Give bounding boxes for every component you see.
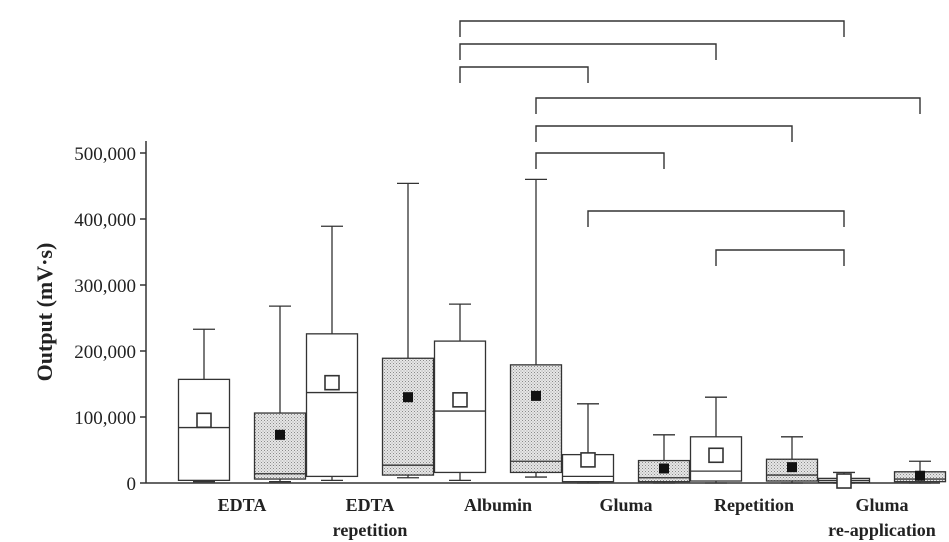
category-label: Gluma (599, 495, 652, 515)
y-tick-label: 500,000 (74, 144, 136, 165)
category-label: Gluma (855, 495, 908, 515)
box-iqr (177, 378, 231, 482)
significance-bracket (459, 66, 589, 83)
box-iqr (381, 357, 435, 476)
mean-marker-filled (531, 390, 541, 401)
y-tick-label: 400,000 (74, 210, 136, 231)
mean-marker-open (452, 392, 468, 408)
box-1-1 (381, 182, 435, 479)
mean-marker-filled (403, 392, 413, 403)
mean-marker-open (196, 412, 212, 429)
y-tick-label: 300,000 (74, 276, 136, 297)
mean-marker-filled (915, 470, 925, 481)
significance-bracket (535, 125, 793, 142)
box-iqr (509, 364, 563, 474)
y-tick-label: 0 (127, 474, 137, 495)
box-iqr (253, 412, 307, 480)
mean-marker-open (324, 374, 340, 391)
significance-bracket (715, 249, 845, 266)
box-5-1 (893, 460, 947, 484)
category-labels: EDTA EDTA repetition Albumin Gluma Repetition… (218, 495, 936, 540)
significance-bracket (459, 20, 845, 37)
mean-marker-filled (275, 429, 285, 440)
mean-marker-open (580, 452, 596, 468)
category-label: EDTA (218, 495, 267, 515)
box-2-0 (433, 303, 487, 482)
box-1-0 (305, 225, 359, 482)
y-tick-label: 100,000 (74, 408, 136, 429)
box-4-1 (765, 436, 819, 484)
box-5-0 (817, 471, 871, 489)
category-label: EDTA (346, 495, 395, 515)
y-tick-label: 200,000 (74, 342, 136, 363)
significance-brackets (459, 20, 921, 266)
significance-bracket (535, 97, 921, 114)
box-0-0 (177, 328, 231, 483)
mean-marker-filled (787, 462, 797, 473)
category-label: re-application (828, 520, 936, 540)
mean-marker-open (708, 447, 724, 464)
category-label: Albumin (464, 495, 532, 515)
significance-bracket (587, 210, 845, 227)
axes: 0 100,000 200,000 300,000 400,000 500,000 (74, 141, 940, 495)
box-4-0 (689, 396, 743, 484)
mean-marker-open (836, 473, 852, 489)
boxes (177, 178, 947, 489)
y-axis-title: Output (mV·s) (32, 243, 57, 382)
box-3-0 (561, 403, 615, 484)
mean-marker-filled (659, 463, 669, 474)
box-0-1 (253, 305, 307, 483)
box-3-1 (637, 434, 691, 484)
category-label: Repetition (714, 495, 794, 515)
significance-bracket (535, 152, 665, 169)
box-iqr (305, 333, 359, 478)
box-2-1 (509, 178, 563, 478)
significance-bracket (459, 43, 717, 60)
category-label: repetition (333, 520, 408, 540)
